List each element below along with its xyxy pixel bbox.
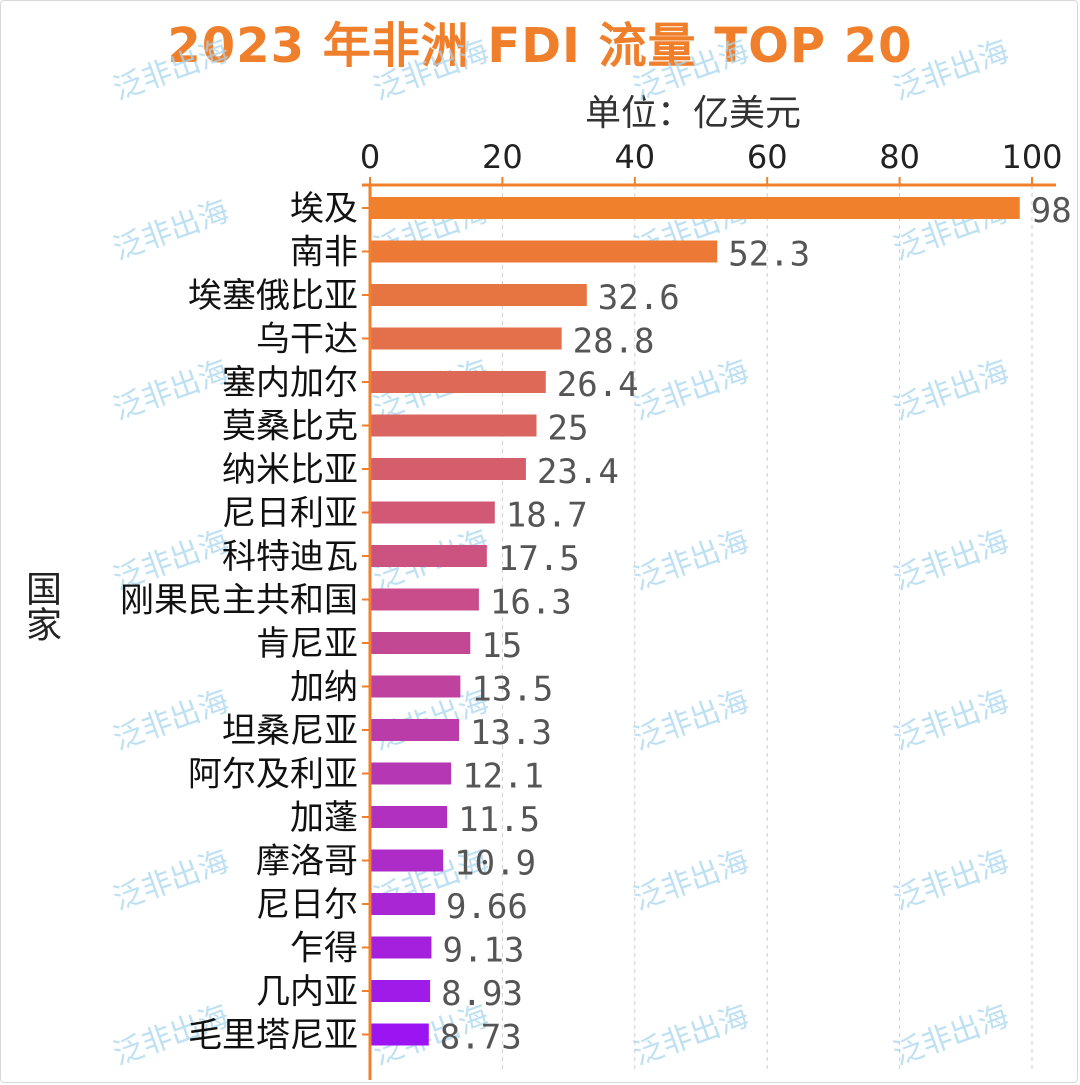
watermark-text: 泛非出海 [109, 684, 234, 758]
watermark-text: 泛非出海 [109, 844, 234, 918]
x-tick-label: 40 [614, 138, 655, 176]
category-label: 刚果民主共和国 [120, 581, 358, 621]
watermark-text: 泛非出海 [109, 354, 234, 428]
watermark-text: 泛非出海 [629, 684, 754, 758]
watermark-text: 泛非出海 [109, 194, 234, 268]
bar [371, 240, 718, 263]
data-label: 17.5 [498, 539, 580, 579]
bar [371, 806, 448, 828]
watermark-text: 泛非出海 [889, 354, 1014, 428]
category-label: 毛里塔尼亚 [188, 1016, 358, 1056]
bar [371, 371, 546, 393]
bar [371, 414, 537, 437]
x-tick-label: 100 [1001, 138, 1062, 176]
watermark-text: 泛非出海 [369, 34, 494, 108]
category-label: 尼日尔 [256, 885, 358, 925]
bar [371, 980, 431, 1002]
watermark-text: 泛非出海 [629, 354, 754, 428]
data-label: 25 [548, 409, 589, 449]
bar [371, 197, 1020, 219]
data-label: 15 [481, 626, 522, 666]
bar [371, 588, 479, 611]
bar [371, 849, 444, 872]
bar [371, 936, 432, 959]
category-label: 尼日利亚 [222, 494, 358, 534]
data-label: 9.66 [446, 887, 528, 927]
data-label: 10.9 [454, 844, 536, 884]
data-label: 13.3 [470, 713, 552, 753]
category-label: 埃塞俄比亚 [188, 276, 358, 316]
data-label: 16.3 [490, 583, 572, 623]
bar [371, 327, 562, 350]
category-label: 埃及 [290, 189, 358, 229]
data-label: 32.6 [598, 278, 680, 318]
x-tick-label: 20 [482, 138, 523, 176]
category-label: 乍得 [290, 929, 358, 969]
category-label: 几内亚 [256, 972, 358, 1012]
bar [371, 719, 460, 741]
category-label: 加纳 [290, 668, 358, 708]
data-label: 9.13 [442, 931, 524, 971]
x-tick-label: 0 [360, 138, 380, 176]
watermark-text: 泛非出海 [109, 34, 234, 108]
y-axis-label: 国家 [20, 570, 61, 642]
category-label: 南非 [290, 233, 358, 273]
category-label: 摩洛哥 [256, 842, 358, 882]
data-label: 13.5 [471, 670, 553, 710]
data-label: 98 [1031, 191, 1072, 231]
bar [371, 545, 487, 567]
bar [371, 762, 452, 785]
category-label: 莫桑比克 [222, 407, 358, 447]
watermark-text: 泛非出海 [629, 524, 754, 598]
bar [371, 458, 526, 480]
bar [371, 501, 495, 524]
bars-layer [371, 197, 1020, 1046]
data-label: 52.3 [728, 235, 810, 275]
watermark-text: 泛非出海 [629, 999, 754, 1073]
bar [371, 284, 587, 306]
x-tick-label: 80 [879, 138, 920, 176]
bar [371, 893, 435, 915]
data-label: 28.8 [573, 322, 655, 362]
category-label: 肯尼亚 [256, 624, 358, 664]
category-label: 科特迪瓦 [222, 537, 358, 577]
x-tick-label: 60 [747, 138, 788, 176]
category-label: 阿尔及利亚 [188, 755, 358, 795]
watermark-text: 泛非出海 [889, 684, 1014, 758]
watermark-text: 泛非出海 [889, 844, 1014, 918]
watermark-text: 泛非出海 [889, 524, 1014, 598]
data-label: 8.73 [440, 1018, 522, 1058]
data-label: 18.7 [506, 496, 588, 536]
bar [371, 1023, 429, 1046]
category-label: 塞内加尔 [222, 363, 358, 403]
data-label: 11.5 [458, 800, 540, 840]
watermark-text: 泛非出海 [629, 34, 754, 108]
data-label: 23.4 [537, 452, 619, 492]
bar [371, 675, 461, 698]
labels-layer: 0 20 40 60 80 100 埃及 98 南非 52.3 埃塞俄比亚 32.6 乌干达 28.8 塞内… [120, 138, 1072, 1058]
category-label: 纳米比亚 [222, 450, 358, 490]
data-label: 12.1 [462, 757, 544, 797]
chart-title: 2023 年非洲 FDI 流量 TOP 20 [167, 18, 913, 74]
watermark-text: 泛非出海 [889, 34, 1014, 108]
unit-label: 单位：亿美元 [585, 93, 802, 134]
category-label: 坦桑尼亚 [222, 711, 358, 751]
category-label: 乌干达 [256, 320, 358, 360]
bar [371, 632, 471, 654]
watermark-text: 泛非出海 [889, 999, 1014, 1073]
category-label: 加蓬 [290, 798, 358, 838]
axes-layer [362, 177, 1056, 1080]
data-label: 8.93 [441, 974, 523, 1014]
watermark-text: 泛非出海 [629, 844, 754, 918]
data-label: 26.4 [557, 365, 639, 405]
grid-lines [501, 185, 1033, 1072]
